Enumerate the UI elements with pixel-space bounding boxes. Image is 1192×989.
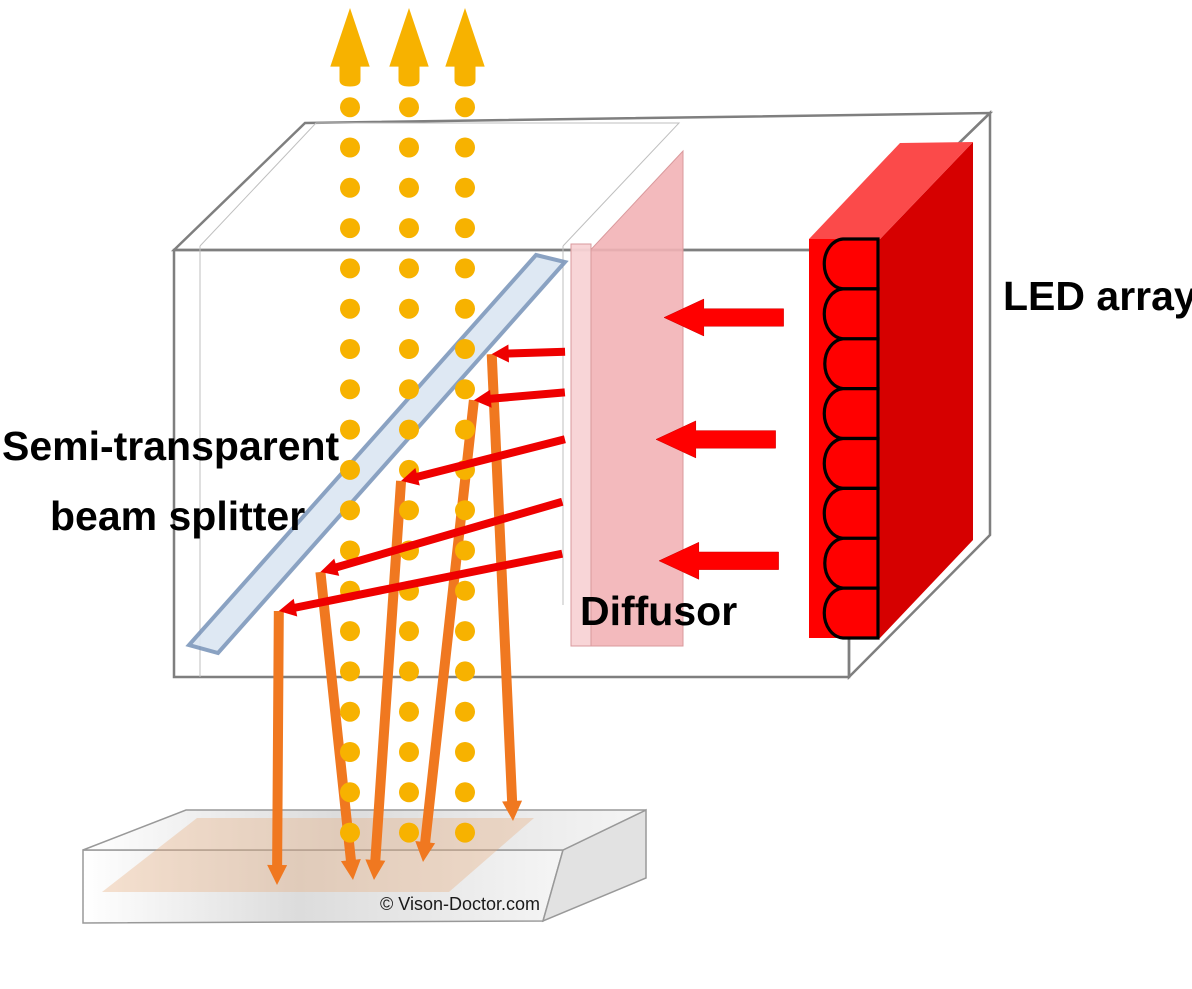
svg-text:beam splitter: beam splitter (50, 493, 305, 539)
svg-text:Diffusor: Diffusor (580, 588, 737, 634)
svg-text:LED array: LED array (1003, 273, 1192, 319)
svg-text:© Vison-Doctor.com: © Vison-Doctor.com (380, 894, 540, 914)
svg-text:Semi-transparent: Semi-transparent (2, 423, 340, 469)
